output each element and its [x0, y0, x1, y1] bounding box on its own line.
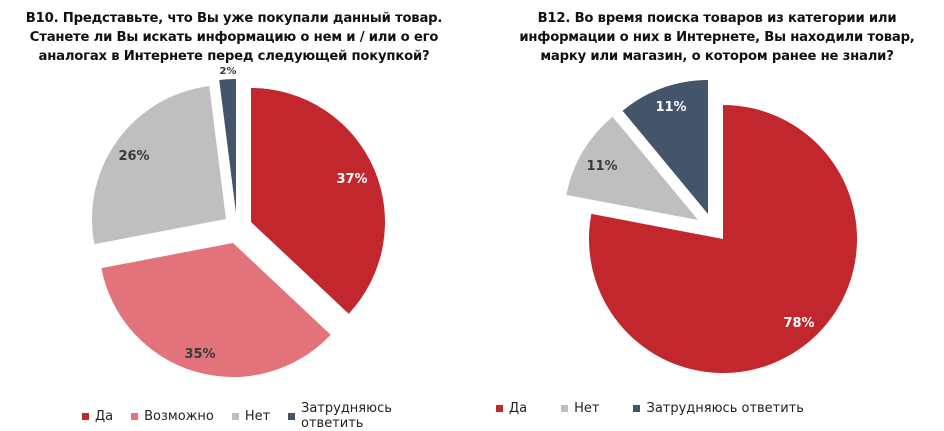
pie-chart-b12: 78% 11% 11%: [566, 80, 857, 373]
pie-slice-hard-to-say[interactable]: [622, 80, 708, 214]
title-line: информации о них в Интернете, Вы находил…: [519, 30, 915, 45]
title-line: B12. Во время поиска товаров из категори…: [537, 11, 897, 26]
chart-b10-panel: B10. Представьте, что Вы уже покупали да…: [0, 0, 472, 431]
title-line: аналогах в Интернете перед следующей пок…: [38, 49, 430, 64]
pie-slice-maybe[interactable]: [101, 243, 331, 378]
title-line: марку или магазин, о котором ранее не зн…: [540, 49, 894, 64]
slice-label-no: 26%: [118, 149, 149, 164]
title-line: Станете ли Вы искать информацию о нем и …: [29, 30, 439, 45]
pie-slice-yes[interactable]: [588, 105, 857, 373]
slice-label-hard-to-say: 11%: [655, 100, 686, 115]
chart-b12-legend: Да Нет Затрудняюсь ответить: [496, 401, 838, 416]
legend-swatch: [131, 412, 139, 420]
slice-label-no: 11%: [586, 159, 617, 174]
legend-label: Затрудняюсь ответить: [301, 401, 392, 431]
legend-label: Возможно: [144, 408, 214, 424]
legend-swatch: [288, 412, 295, 420]
chart-b12-title: B12. Во время поиска товаров из категори…: [502, 9, 932, 66]
legend-swatch: [496, 405, 503, 412]
legend-swatch: [231, 412, 239, 420]
chart-b10-legend: Да Возможно Нет Затрудняюсь ответить: [82, 401, 472, 431]
chart-b10-title: B10. Представьте, что Вы уже покупали да…: [0, 9, 468, 66]
pie-slice-no[interactable]: [91, 86, 226, 245]
pie-slice-yes[interactable]: [251, 88, 385, 314]
pie-chart-b10: 37% 35% 26% 2%: [91, 66, 385, 378]
legend-label: Нет: [244, 408, 271, 424]
slice-label-hard-to-say: 2%: [220, 66, 237, 77]
legend-item-maybe: Возможно: [131, 409, 214, 424]
legend-label: Затрудняюсь ответить: [646, 401, 804, 416]
chart-b12-panel: B12. Во время поиска товаров из категори…: [472, 0, 944, 430]
legend-label: Да: [509, 401, 528, 416]
legend-label: Нет: [574, 401, 600, 416]
legend-item-yes: Да: [496, 401, 527, 416]
legend-swatch: [82, 412, 89, 420]
slice-label-maybe: 35%: [184, 347, 215, 362]
slice-label-yes: 37%: [336, 172, 367, 187]
legend-item-no: Нет: [561, 401, 599, 416]
pie-slice-no[interactable]: [566, 116, 698, 220]
pie-slice-hard-to-say[interactable]: [219, 79, 236, 213]
title-line: B10. Представьте, что Вы уже покупали да…: [25, 11, 443, 26]
legend-label: Да: [95, 408, 114, 424]
legend-swatch: [633, 405, 641, 412]
legend-item-hard-to-say: Затрудняюсь ответить: [288, 401, 454, 431]
legend-item-hard-to-say: Затрудняюсь ответить: [633, 401, 804, 416]
legend-item-yes: Да: [82, 409, 113, 424]
legend-item-no: Нет: [231, 408, 271, 424]
slice-label-yes: 78%: [783, 316, 814, 331]
legend-swatch: [561, 405, 569, 412]
